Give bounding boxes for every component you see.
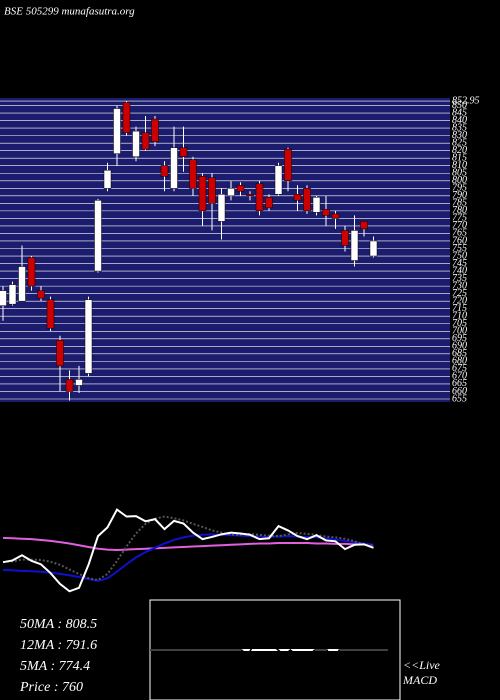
y-tick-label: 710 (452, 311, 467, 322)
y-tick-label: 795 (452, 183, 467, 194)
y-tick-label: 705 (452, 318, 467, 329)
ma-summary: 5MA : 774.4 (20, 659, 90, 674)
candle-body (141, 132, 150, 150)
candle-body (8, 284, 17, 305)
y-tick-label: 810 (452, 160, 467, 171)
y-tick-label: 830 (452, 130, 467, 141)
candle-body (341, 230, 349, 246)
candle-body (46, 299, 55, 329)
candle-body (132, 130, 140, 157)
candle-body (151, 118, 159, 142)
y-tick-label: 735 (452, 273, 467, 284)
ma-summary: 12MA : 791.6 (20, 638, 97, 653)
y-tick-label: 670 (452, 371, 467, 382)
candle-body (113, 108, 121, 154)
y-tick-label: 800 (452, 175, 467, 186)
macd-caption: <<Live (403, 658, 441, 672)
candle-body (312, 197, 321, 213)
y-tick-label: 755 (452, 243, 467, 254)
candle-body (331, 213, 340, 219)
y-tick-label: 700 (452, 326, 467, 337)
candle-body (322, 209, 330, 216)
y-tick-label: 820 (452, 145, 467, 156)
y-tick-label: 715 (452, 303, 467, 314)
candle-body (198, 176, 207, 212)
chart-title: BSE 505299 munafasutra.org (4, 6, 135, 18)
y-tick-label: 790 (452, 190, 467, 201)
candle-body (274, 165, 283, 195)
candle-body (122, 102, 131, 133)
y-tick-label: 835 (452, 122, 467, 133)
y-tick-label: 675 (452, 363, 467, 374)
candle-body (37, 290, 45, 299)
y-tick-label: 852.95 (452, 95, 480, 106)
y-tick-label: 695 (452, 333, 467, 344)
y-tick-label: 745 (452, 258, 467, 269)
candle-body (293, 194, 302, 201)
y-tick-label: 690 (452, 341, 467, 352)
candle-body (160, 165, 169, 177)
candle-body (208, 177, 216, 204)
y-tick-label: 780 (452, 205, 467, 216)
candle-body (103, 169, 112, 189)
candle-body (65, 379, 74, 392)
y-tick-label: 655 (452, 393, 467, 404)
price-line (2, 508, 374, 593)
y-tick-label: 825 (452, 137, 467, 148)
candle-body (84, 299, 93, 374)
ma-summary: 50MA : 808.5 (20, 617, 97, 632)
candle-body (265, 197, 273, 209)
y-tick-label: 750 (452, 250, 467, 261)
candle-body (360, 221, 368, 230)
candle-body (369, 240, 378, 257)
y-tick-label: 680 (452, 356, 467, 367)
candle-body (236, 185, 245, 192)
candle-body (255, 183, 264, 212)
candle-body (179, 147, 188, 157)
candle-body (27, 257, 36, 287)
candle-body (18, 266, 26, 302)
y-tick-label: 815 (452, 152, 467, 163)
candle-body (75, 379, 83, 386)
y-tick-label: 775 (452, 213, 467, 224)
y-tick-label: 660 (452, 386, 467, 397)
ma-line (2, 515, 374, 582)
candle-body (94, 200, 102, 272)
y-tick-label: 730 (452, 280, 467, 291)
y-tick-label: 840 (452, 115, 467, 126)
y-tick-label: 685 (452, 348, 467, 359)
y-tick-label: 845 (452, 107, 467, 118)
y-tick-label: 760 (452, 235, 467, 246)
candle-body (217, 194, 226, 222)
candle-body (227, 188, 235, 197)
y-tick-label: 785 (452, 198, 467, 209)
candle-body (303, 188, 311, 212)
y-tick-label: 805 (452, 168, 467, 179)
y-tick-label: 740 (452, 265, 467, 276)
ma-summary: Price : 760 (19, 680, 83, 695)
candle-body (170, 147, 178, 189)
y-tick-label: 665 (452, 378, 467, 389)
y-tick-label: 765 (452, 228, 467, 239)
candle-body (350, 230, 359, 261)
candle-body (284, 148, 292, 182)
macd-caption: MACD (402, 673, 437, 687)
y-tick-label: 770 (452, 220, 467, 231)
candle-body (56, 340, 64, 367)
macd-line (150, 639, 388, 662)
y-tick-label: 850 (452, 100, 467, 111)
price-band (0, 98, 450, 402)
y-tick-label: 720 (452, 295, 467, 306)
y-tick-label: 725 (452, 288, 467, 299)
candle-body (189, 159, 197, 189)
candle-body (246, 194, 254, 197)
candle-body (0, 290, 7, 306)
ma-line (2, 536, 374, 552)
